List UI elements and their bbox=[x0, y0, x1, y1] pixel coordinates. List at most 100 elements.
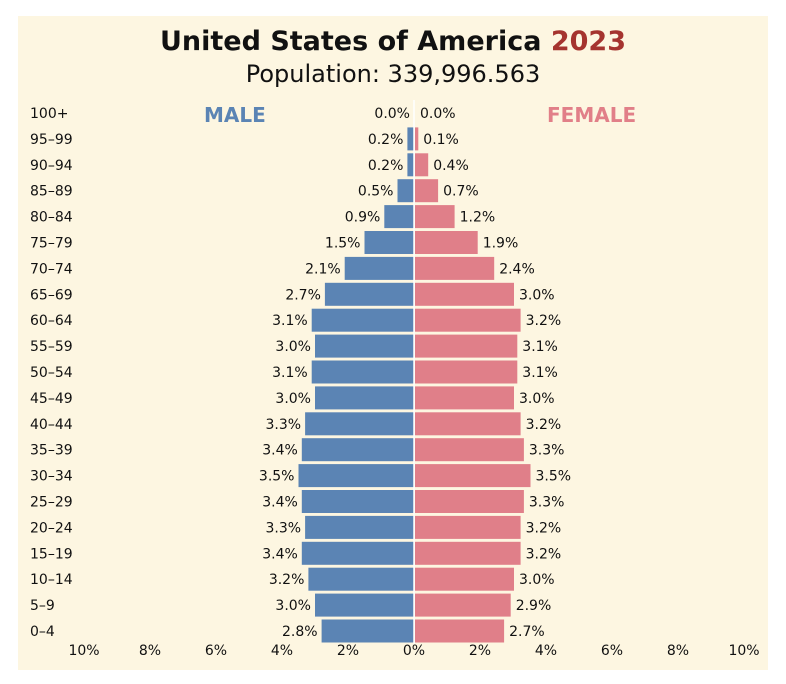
x-tick-label: 4% bbox=[271, 643, 293, 659]
female-value-label: 3.1% bbox=[522, 365, 558, 381]
age-group-label: 85–89 bbox=[30, 184, 73, 200]
male-legend-label: MALE bbox=[204, 103, 266, 127]
male-value-label: 3.0% bbox=[275, 339, 311, 355]
female-bar bbox=[415, 515, 521, 539]
title-year: 2023 bbox=[550, 26, 626, 57]
female-bar bbox=[415, 308, 521, 332]
female-value-label: 3.0% bbox=[519, 391, 555, 407]
male-bar bbox=[407, 153, 414, 177]
x-tick-label: 2% bbox=[469, 643, 491, 659]
female-bar bbox=[415, 360, 518, 384]
female-value-label: 3.2% bbox=[526, 417, 562, 433]
female-value-label: 3.0% bbox=[519, 572, 555, 588]
male-bar bbox=[315, 386, 414, 410]
male-bar bbox=[301, 438, 414, 462]
male-value-label: 3.5% bbox=[259, 469, 295, 485]
age-group-label: 75–79 bbox=[30, 235, 73, 251]
age-group-label: 15–19 bbox=[30, 546, 73, 562]
male-bar bbox=[311, 360, 414, 384]
age-group-label: 60–64 bbox=[30, 313, 73, 329]
female-value-label: 2.4% bbox=[499, 261, 535, 277]
male-value-label: 2.8% bbox=[282, 624, 318, 640]
male-value-label: 1.5% bbox=[325, 235, 361, 251]
age-group-label: 65–69 bbox=[30, 287, 73, 303]
female-bar bbox=[415, 205, 455, 229]
female-value-label: 0.4% bbox=[433, 158, 469, 174]
male-bar bbox=[308, 567, 414, 591]
male-bar bbox=[315, 593, 414, 617]
age-group-label: 50–54 bbox=[30, 365, 73, 381]
female-bar bbox=[415, 127, 419, 151]
female-value-label: 0.0% bbox=[420, 106, 456, 122]
age-group-label: 70–74 bbox=[30, 261, 73, 277]
age-group-label: 100+ bbox=[30, 106, 68, 122]
chart-title: United States of America 2023 bbox=[18, 26, 768, 57]
male-value-label: 3.4% bbox=[262, 494, 298, 510]
male-bar bbox=[301, 541, 414, 565]
female-legend-label: FEMALE bbox=[547, 103, 637, 127]
female-value-label: 1.9% bbox=[483, 235, 519, 251]
female-value-label: 2.9% bbox=[516, 598, 552, 614]
title-country: United States of America bbox=[159, 26, 542, 57]
chart-subtitle: Population: 339,996.563 bbox=[245, 60, 541, 88]
female-value-label: 3.3% bbox=[529, 494, 565, 510]
male-value-label: 0.9% bbox=[345, 210, 381, 226]
male-bar bbox=[344, 256, 414, 280]
male-value-label: 3.3% bbox=[266, 417, 302, 433]
female-value-label: 3.0% bbox=[519, 287, 555, 303]
female-value-label: 3.2% bbox=[526, 520, 562, 536]
female-bar bbox=[415, 619, 505, 643]
age-group-label: 40–44 bbox=[30, 417, 73, 433]
female-bar bbox=[415, 412, 521, 436]
age-group-label: 90–94 bbox=[30, 158, 73, 174]
female-bar bbox=[415, 567, 514, 591]
age-group-label: 0–4 bbox=[30, 624, 55, 640]
age-group-label: 45–49 bbox=[30, 391, 73, 407]
female-bar bbox=[415, 179, 439, 203]
male-bar bbox=[311, 308, 414, 332]
male-value-label: 2.7% bbox=[285, 287, 321, 303]
male-value-label: 2.1% bbox=[305, 261, 341, 277]
male-value-label: 0.2% bbox=[368, 132, 404, 148]
female-bar bbox=[415, 334, 518, 358]
male-bar bbox=[364, 231, 414, 254]
male-value-label: 3.1% bbox=[272, 313, 308, 329]
female-value-label: 3.3% bbox=[529, 443, 565, 459]
female-bar bbox=[415, 438, 524, 462]
age-group-label: 10–14 bbox=[30, 572, 73, 588]
male-bar bbox=[324, 282, 414, 306]
female-bar bbox=[415, 153, 429, 177]
male-value-label: 0.2% bbox=[368, 158, 404, 174]
male-value-label: 3.4% bbox=[262, 443, 298, 459]
female-value-label: 3.2% bbox=[526, 546, 562, 562]
age-group-label: 80–84 bbox=[30, 210, 73, 226]
male-bar bbox=[305, 515, 414, 539]
male-value-label: 0.5% bbox=[358, 184, 394, 200]
x-tick-label: 10% bbox=[728, 643, 759, 659]
age-group-label: 35–39 bbox=[30, 443, 73, 459]
male-value-label: 3.0% bbox=[275, 598, 311, 614]
male-bar bbox=[384, 205, 414, 229]
x-tick-label: 0% bbox=[403, 643, 425, 659]
male-value-label: 3.0% bbox=[275, 391, 311, 407]
female-bar bbox=[415, 541, 521, 565]
female-value-label: 0.1% bbox=[423, 132, 459, 148]
age-group-label: 55–59 bbox=[30, 339, 73, 355]
male-bar bbox=[315, 334, 414, 358]
male-value-label: 3.4% bbox=[262, 546, 298, 562]
age-group-label: 25–29 bbox=[30, 494, 73, 510]
male-value-label: 0.0% bbox=[374, 106, 410, 122]
age-group-label: 20–24 bbox=[30, 520, 73, 536]
female-bar bbox=[415, 386, 514, 410]
x-tick-label: 6% bbox=[205, 643, 227, 659]
male-bar bbox=[397, 179, 414, 203]
age-group-label: 95–99 bbox=[30, 132, 73, 148]
female-bar bbox=[415, 490, 524, 513]
female-bar bbox=[415, 231, 478, 254]
age-group-label: 5–9 bbox=[30, 598, 55, 614]
female-value-label: 2.7% bbox=[509, 624, 545, 640]
female-value-label: 0.7% bbox=[443, 184, 479, 200]
x-tick-label: 10% bbox=[68, 643, 99, 659]
x-tick-label: 6% bbox=[601, 643, 623, 659]
male-value-label: 3.3% bbox=[266, 520, 302, 536]
